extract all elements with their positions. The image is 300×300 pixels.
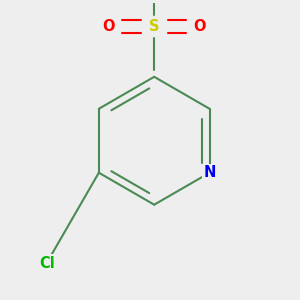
Text: O: O [194, 19, 206, 34]
Text: S: S [149, 19, 160, 34]
Text: N: N [203, 165, 216, 180]
Text: O: O [103, 19, 115, 34]
Text: Cl: Cl [39, 256, 55, 271]
